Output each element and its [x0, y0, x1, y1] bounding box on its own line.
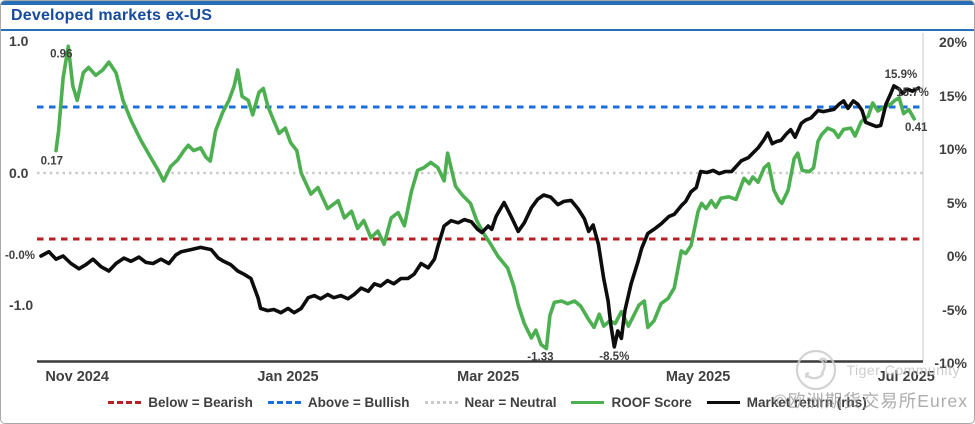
left-axis-tick: 0.0 [9, 165, 29, 181]
annotation-096: 0.96 [50, 48, 72, 60]
legend-label: ROOF Score [611, 395, 692, 410]
x-axis-tick: Jul 2025 [877, 369, 935, 385]
legend-swatch-dotted [424, 401, 458, 404]
right-axis-tick: 5% [946, 194, 967, 211]
legend-label: Above = Bullish [307, 395, 410, 410]
x-axis-tick: Mar 2025 [457, 369, 520, 385]
right-axis-tick: -10% [934, 355, 967, 371]
right-axis-tick: 0% [946, 248, 967, 264]
legend-item: Market return (rhs) [706, 395, 867, 410]
right-axis-tick: 20% [938, 34, 967, 50]
annotation-157: 15.7% [896, 87, 929, 99]
legend-label: Below = Bearish [148, 395, 253, 410]
legend-swatch-dashed [267, 401, 301, 404]
left-axis-tick: -1.0 [9, 297, 34, 313]
annotation-017: 0.17 [41, 156, 63, 168]
annotation-159: 15.9% [885, 69, 918, 81]
legend-label: Market return (rhs) [746, 395, 867, 410]
legend-label: Near = Neutral [464, 395, 557, 410]
annotation-00: -0.0% [5, 250, 35, 262]
legend-item: Above = Bullish [267, 395, 410, 410]
x-axis-tick: May 2025 [665, 369, 731, 385]
source-watermark: ©欧洲期货交易所Eurex [773, 391, 968, 411]
annotation-041: 0.41 [905, 122, 928, 134]
top-accent-bar [1, 1, 974, 5]
legend-item: Below = Bearish [108, 395, 253, 410]
left-axis-tick: 1.0 [9, 33, 29, 49]
right-axis-tick: 10% [938, 141, 967, 157]
legend-swatch-solid [706, 401, 740, 404]
legend-item: ROOF Score [571, 395, 692, 410]
chart-title: Developed markets ex-US [11, 7, 213, 24]
chart-legend: Below = Bearish Above = Bullish Near = Neu… [1, 395, 974, 410]
market-return-line [39, 84, 921, 349]
x-axis-tick: Jan 2025 [257, 369, 319, 385]
legend-swatch-solid [571, 401, 605, 404]
x-axis-tick: Nov 2024 [45, 369, 109, 385]
right-axis-tick: -5% [942, 301, 967, 318]
annotation-133: -1.33 [527, 352, 553, 364]
chart-canvas: 0.17 0.96 -1.33 0.41 -0.0% -8.5% 15.9% 15.7% [5, 33, 929, 364]
plot-area: 0.17 0.96 -1.33 0.41 -0.0% -8.5% 15.9% 15.7% [5, 33, 929, 364]
right-axis-tick: 15% [938, 87, 967, 104]
legend-swatch-dashed [108, 401, 142, 404]
title-underline [1, 29, 974, 31]
legend-item: Near = Neutral [424, 395, 557, 410]
roof-score-line [54, 44, 917, 351]
annotation-85: -8.5% [599, 351, 629, 363]
